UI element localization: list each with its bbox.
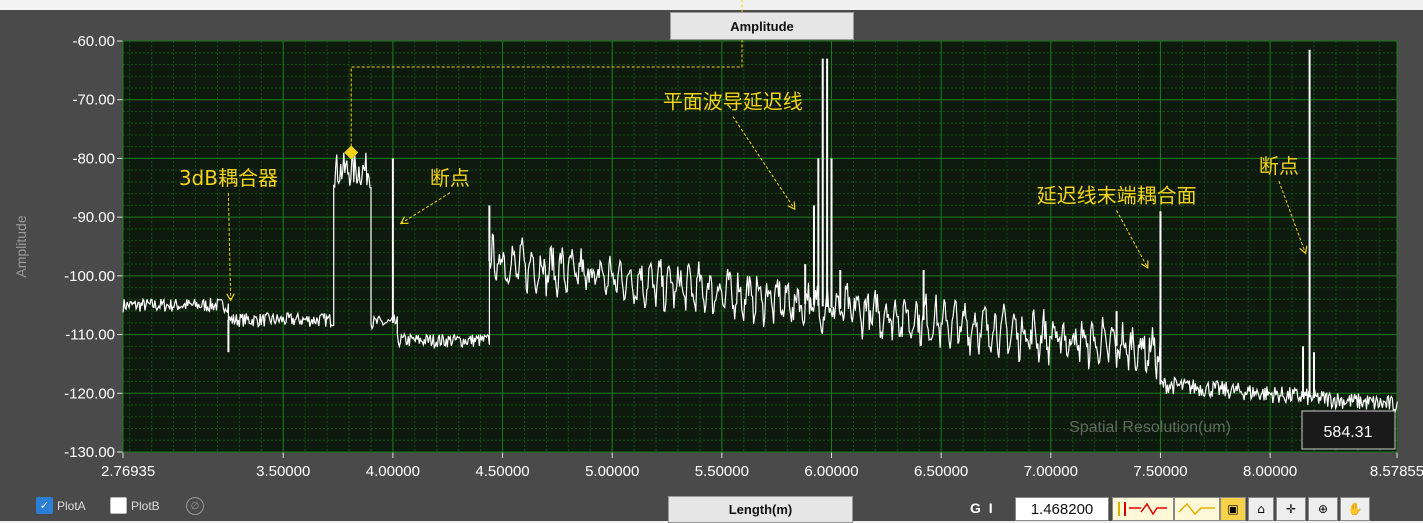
plot-area: [123, 41, 1397, 452]
y-tick-label: -120.00: [64, 385, 115, 402]
x-tick-label: 7.50000: [1133, 463, 1187, 480]
spatial-resolution-value: 584.31: [1324, 424, 1373, 441]
window-margin: [0, 0, 520, 10]
annotation-arrow: [402, 192, 451, 223]
zoom-icon[interactable]: ⊕: [1308, 497, 1338, 521]
annotation-label: 平面波导延迟线: [663, 90, 803, 114]
y-tick-label: -100.00: [64, 268, 115, 285]
y-axis-title: Amplitude: [13, 215, 29, 277]
legend-plot-b-label: PlotB: [131, 498, 160, 513]
pan-hand-icon[interactable]: ✋: [1340, 497, 1370, 521]
x-tick-label: 3.50000: [256, 463, 310, 480]
crosshair-icon[interactable]: ✛: [1276, 497, 1306, 521]
annotation-arrow: [732, 116, 794, 209]
annotation-arrow: [1116, 210, 1148, 267]
annotation-arrow: [1278, 180, 1305, 252]
y-tick-label: -110.00: [65, 327, 115, 344]
autoscale-icon[interactable]: ⌂: [1248, 497, 1274, 521]
annotation-arrow: [228, 192, 230, 299]
x-tick-label: 6.50000: [914, 463, 968, 480]
checkbox-checked-icon[interactable]: ✓: [36, 497, 53, 514]
cursor-value-field[interactable]: 1.468200: [1015, 497, 1109, 521]
y-tick-label: -80.00: [72, 150, 115, 167]
x-tick-label: 2.76935: [101, 463, 155, 480]
cursor-marker: [344, 145, 359, 160]
annotation-label: 3dB耦合器: [179, 166, 278, 190]
x-tick-label: 5.00000: [585, 463, 639, 480]
spatial-resolution-label: Spatial Resolution(um): [1069, 419, 1231, 436]
y-tick-label: -130.00: [64, 444, 115, 461]
x-tick-label: 6.00000: [804, 463, 858, 480]
grid-toggle-icon[interactable]: ▣: [1220, 497, 1246, 521]
checkbox-unchecked-icon[interactable]: [110, 497, 127, 514]
y-tick-label: -60.00: [72, 33, 115, 50]
legend-plot-b[interactable]: PlotB: [110, 497, 160, 514]
x-tick-label: 4.50000: [475, 463, 529, 480]
x-tick-label: 8.00000: [1243, 463, 1297, 480]
plot-style-icon[interactable]: ∅: [186, 497, 204, 515]
waveform-icon[interactable]: [1174, 497, 1220, 521]
x-axis-name-button[interactable]: Length(m): [668, 496, 853, 523]
legend-plot-a-label: PlotA: [57, 498, 86, 513]
cursor-label: G I: [970, 500, 995, 516]
x-tick-label: 5.50000: [695, 463, 749, 480]
y-tick-label: -70.00: [72, 92, 115, 109]
annotation-label: 断点: [430, 166, 470, 190]
y-tick-label: -90.00: [72, 209, 115, 226]
annotation-label: 断点: [1259, 154, 1299, 178]
x-tick-label: 7.00000: [1024, 463, 1078, 480]
legend-plot-a[interactable]: ✓ PlotA: [36, 497, 86, 514]
x-tick-label: 8.57855: [1370, 463, 1423, 480]
trace-line: [122, 152, 1398, 413]
annotation-label: 延迟线末端耦合面: [1037, 183, 1197, 207]
y-axis-name-button[interactable]: Amplitude: [670, 12, 854, 40]
plot-legend-icon[interactable]: [1112, 497, 1174, 521]
spatial-resolution-box: [1301, 410, 1396, 450]
x-tick-label: 4.00000: [366, 463, 420, 480]
